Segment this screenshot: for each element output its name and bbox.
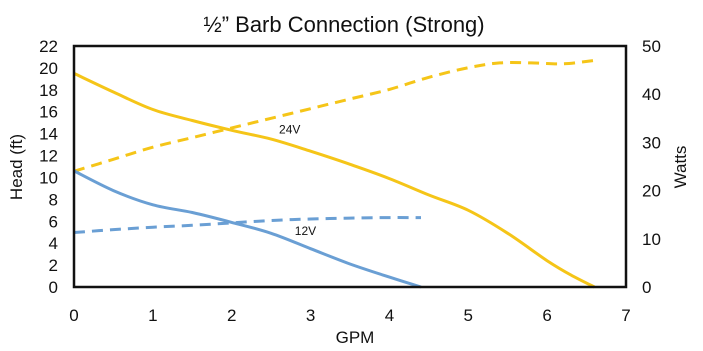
series-layer [73, 59, 596, 289]
x-tick-label: 4 [385, 306, 394, 325]
chart-title: ½” Barb Connection (Strong) [203, 12, 484, 37]
x-tick-label: 1 [148, 306, 157, 325]
y2-tick-label: 40 [642, 85, 661, 104]
y-tick-label: 0 [49, 278, 58, 297]
y-axis-label: Head (ft) [7, 134, 26, 200]
y-tick-label: 22 [39, 37, 58, 56]
y-tick-label: 18 [39, 81, 58, 100]
y2-tick-label: 50 [642, 37, 661, 56]
annotation-label: 24V [279, 122, 300, 136]
x-tick-label: 5 [464, 306, 473, 325]
y-tick-label: 14 [39, 125, 58, 144]
y-tick-label: 10 [39, 168, 58, 187]
y-tick-label: 4 [49, 234, 58, 253]
y2-tick-label: 0 [642, 278, 651, 297]
x-tick-label: 7 [621, 306, 630, 325]
annotation-label: 12V [295, 224, 316, 238]
y-tick-label: 8 [49, 190, 58, 209]
y-tick-label: 6 [49, 212, 58, 231]
x-tick-label: 2 [227, 306, 236, 325]
left-axis-ticks: 0 2 4 6 8 10 12 14 16 18 20 22 [39, 37, 58, 297]
y-tick-label: 12 [39, 147, 58, 166]
series-line-1 [73, 72, 596, 289]
x-axis-ticks: 0 1 2 3 4 5 6 7 [69, 306, 630, 325]
series-line-2 [73, 59, 595, 173]
y-tick-label: 20 [39, 59, 58, 78]
x-tick-label: 6 [542, 306, 551, 325]
x-tick-label: 3 [306, 306, 315, 325]
y-tick-label: 16 [39, 103, 58, 122]
y2-tick-label: 20 [642, 182, 661, 201]
x-tick-label: 0 [69, 306, 78, 325]
plot-area-frame [72, 44, 628, 289]
x-axis-label: GPM [336, 328, 375, 346]
annotation-layer: 24V 12V [279, 122, 316, 238]
y2-tick-label: 30 [642, 133, 661, 152]
series-line-3 [73, 169, 422, 289]
y2-tick-label: 10 [642, 230, 661, 249]
series-line-4 [73, 216, 422, 234]
y-tick-label: 2 [49, 256, 58, 275]
y2-axis-label: Watts [671, 146, 690, 189]
right-axis-ticks: 0 10 20 30 40 50 [642, 37, 661, 297]
